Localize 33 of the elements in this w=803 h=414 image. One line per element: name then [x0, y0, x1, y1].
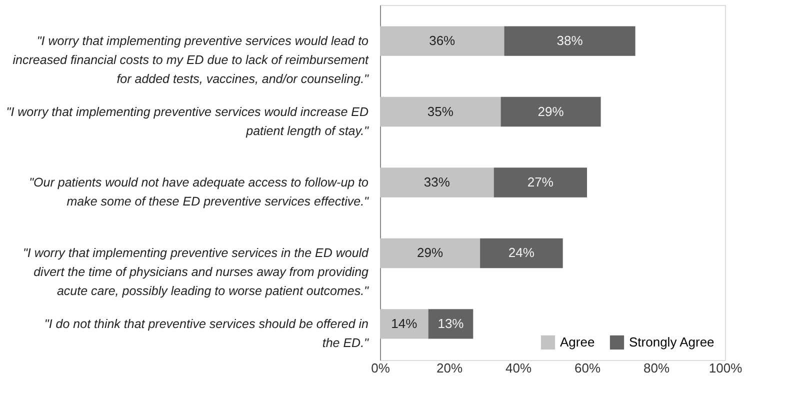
data-label: 38%	[556, 33, 584, 48]
data-label: 33%	[424, 174, 450, 190]
data-label: 36%	[429, 33, 456, 48]
data-label: 13%	[438, 316, 464, 331]
y-tick-label: "I do not think that preventive services should be offered in the ED."	[44, 316, 370, 350]
y-tick-label: "Our patients would not have adequate access to follow-up to make some of these ED preventive services effective."	[29, 176, 370, 208]
x-tick-label: 0%	[371, 360, 390, 376]
bar	[480, 238, 563, 268]
bar	[500, 96, 601, 127]
y-tick-label: "I worry that implementing preventive services in the ED would divert the time of physicians and nurses away from providing acute care, possibly leading to worse patient outcomes."	[22, 246, 370, 298]
data-label: 24%	[508, 245, 535, 260]
legend-label: Agree	[560, 334, 595, 350]
data-label: 29%	[538, 104, 564, 119]
x-tick-label: 40%	[505, 360, 532, 376]
data-label: 14%	[391, 316, 418, 331]
bar	[504, 26, 636, 56]
x-tick-label: 100%	[708, 360, 743, 376]
x-tick-label: 60%	[574, 360, 601, 376]
bar	[494, 168, 587, 198]
bar	[380, 96, 501, 127]
bar	[380, 168, 494, 198]
legend-label: Strongly Agree	[629, 334, 714, 350]
y-tick-label: "I worry that implementing preventive services would increase ED patient length of stay."	[6, 104, 370, 138]
bar	[380, 238, 480, 268]
data-label: 35%	[427, 104, 454, 119]
x-tick-label: 80%	[643, 360, 670, 376]
bar	[380, 309, 428, 339]
x-tick-label: 20%	[436, 360, 463, 376]
bar	[380, 26, 504, 56]
data-label: 27%	[527, 174, 554, 190]
data-label: 29%	[417, 245, 444, 260]
y-tick-label: "I worry that implementing preventive services would lead to increased financial costs to my ED due to lack of reimbursement for added tests, vaccines, and/or counseling."	[12, 34, 370, 86]
bar	[428, 309, 474, 339]
